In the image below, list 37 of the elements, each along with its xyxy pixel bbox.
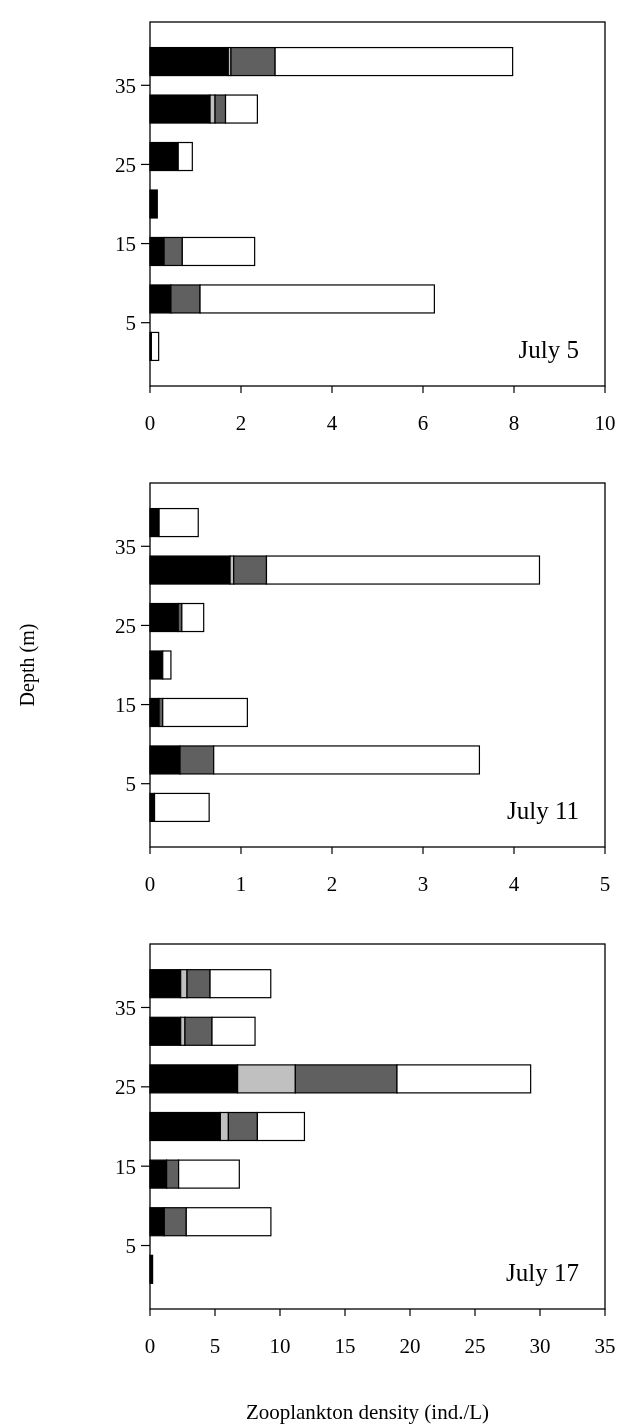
y-tick-label: 15 xyxy=(115,1154,136,1179)
x-tick-label: 4 xyxy=(326,411,338,435)
x-tick-label: 4 xyxy=(508,872,520,896)
x-tick-label: 2 xyxy=(235,411,247,435)
x-tick-label: 20 xyxy=(399,1334,421,1358)
x-tick-label: 10 xyxy=(269,1334,291,1358)
annotation: July 11 xyxy=(507,797,579,824)
x-tick-label: 25 xyxy=(464,1334,486,1358)
x-tick-label: 6 xyxy=(417,411,429,435)
x-tick-label: 0 xyxy=(144,872,156,896)
y-tick-label: 35 xyxy=(115,534,136,559)
y-tick-label: 35 xyxy=(115,995,136,1020)
x-tick-label: 35 xyxy=(594,1334,616,1358)
y-tick-label: 5 xyxy=(125,772,136,797)
x-axis-title: Zooplankton density (ind./L) xyxy=(245,1400,490,1424)
x-tick-label: 1 xyxy=(235,872,247,896)
x-tick-label: 0 xyxy=(144,1334,156,1358)
y-tick-label: 15 xyxy=(115,231,136,256)
x-tick-label: 3 xyxy=(417,872,429,896)
x-tick-label: 30 xyxy=(529,1334,551,1358)
x-tick-label: 10 xyxy=(594,411,616,435)
y-tick-label: 5 xyxy=(125,1233,136,1258)
x-tick-label: 0 xyxy=(144,411,156,435)
x-tick-label: 5 xyxy=(209,1334,221,1358)
y-axis-title: Depth (m) xyxy=(16,623,39,707)
y-tick-label: 35 xyxy=(115,73,136,98)
y-tick-label: 25 xyxy=(115,613,136,638)
y-tick-label: 25 xyxy=(115,152,136,177)
x-tick-label: 15 xyxy=(334,1334,356,1358)
x-tick-label: 5 xyxy=(599,872,611,896)
annotation: July 5 xyxy=(518,336,579,363)
annotation: July 17 xyxy=(506,1259,579,1286)
y-tick-label: 5 xyxy=(125,311,136,336)
y-tick-label: 25 xyxy=(115,1075,136,1100)
x-tick-label: 8 xyxy=(508,411,520,435)
x-tick-label: 2 xyxy=(326,872,338,896)
y-tick-label: 15 xyxy=(115,692,136,717)
